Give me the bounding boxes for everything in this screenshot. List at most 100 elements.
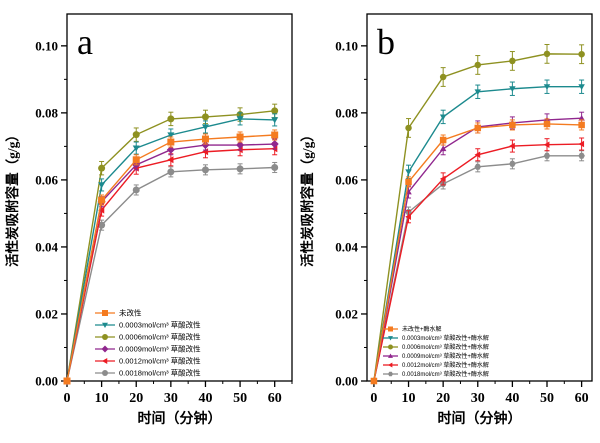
triangle-down-marker bbox=[543, 84, 551, 90]
x-tick-label: 0 bbox=[370, 391, 377, 406]
triangle-down-marker bbox=[201, 124, 209, 131]
y-tick-label: 0.00 bbox=[35, 374, 58, 389]
series-1 bbox=[63, 112, 279, 385]
square-marker bbox=[132, 156, 140, 164]
square-marker bbox=[236, 133, 244, 141]
square-marker bbox=[201, 135, 209, 143]
triangle-left-marker bbox=[167, 156, 174, 164]
triangle-left-marker bbox=[439, 175, 446, 183]
triangle-down-marker bbox=[578, 84, 585, 90]
diamond-marker bbox=[236, 141, 245, 150]
x-tick-label: 30 bbox=[164, 391, 178, 406]
y-tick-label: 0.02 bbox=[335, 306, 358, 321]
y-axis-label: 活性炭吸附容量（g/g） bbox=[300, 128, 315, 267]
triangle-down-marker bbox=[271, 117, 279, 124]
series-group bbox=[370, 43, 585, 385]
legend-label: 未改性 bbox=[119, 308, 142, 318]
triangle-down-marker bbox=[439, 114, 447, 121]
triangle-left-marker bbox=[578, 140, 585, 148]
x-tick-label: 10 bbox=[402, 391, 416, 406]
triangle-left-marker bbox=[405, 213, 411, 221]
triangle-down-marker bbox=[132, 145, 140, 152]
hexagon-marker bbox=[474, 163, 482, 170]
circle-marker bbox=[439, 73, 447, 81]
legend-label: 0.0006mol/cm³ 草酸改性+酶水解 bbox=[402, 343, 489, 351]
axis-frame bbox=[366, 13, 593, 382]
circle-marker bbox=[201, 113, 209, 121]
panel-letter: a bbox=[77, 22, 93, 62]
square-legend-marker bbox=[388, 326, 393, 332]
series-group bbox=[62, 103, 279, 386]
diamond-marker bbox=[201, 141, 210, 150]
circle-marker bbox=[509, 57, 516, 65]
circle-marker bbox=[578, 50, 585, 58]
legend-label: 0.0018mol/cm³ 草酸改性 bbox=[119, 368, 201, 378]
x-tick-label: 50 bbox=[540, 391, 554, 406]
circle-marker bbox=[132, 186, 140, 194]
legend-label: 0.0006mol/cm³ 草酸改性 bbox=[119, 332, 201, 342]
diamond-marker bbox=[270, 140, 279, 149]
square-marker bbox=[370, 377, 378, 385]
x-tick-label: 40 bbox=[505, 391, 519, 406]
legend-label: 0.0009mol/cm³ 草酸改性+酶水解 bbox=[402, 352, 489, 360]
square-marker bbox=[439, 136, 447, 144]
panel-a-chart: 0.00 0.02 0.04 0.06 0.08 0.10 0 10 20 30 40 50 60 时间（… bbox=[4, 13, 293, 427]
y-tick-label: 0.08 bbox=[335, 105, 358, 120]
x-axis-label: 时间（分钟） bbox=[138, 410, 222, 427]
circle-legend-marker bbox=[102, 370, 108, 376]
triangle-left-legend-marker bbox=[388, 362, 393, 368]
triangle-left-legend-marker bbox=[102, 358, 108, 364]
hexagon-marker bbox=[578, 152, 585, 159]
x-tick-label: 30 bbox=[471, 391, 485, 406]
triangle-up-marker bbox=[578, 114, 585, 121]
square-marker bbox=[167, 138, 175, 146]
series-4 bbox=[370, 137, 585, 385]
x-tick-label: 0 bbox=[64, 391, 71, 406]
circle-marker bbox=[271, 107, 279, 115]
y-tick-label: 0.02 bbox=[35, 306, 58, 321]
square-marker bbox=[578, 121, 585, 129]
circle-marker bbox=[167, 168, 175, 176]
x-tick-label: 50 bbox=[233, 391, 247, 406]
y-tick-label: 0.00 bbox=[335, 374, 358, 389]
x-tick-label: 10 bbox=[95, 391, 109, 406]
x-tick-label: 40 bbox=[198, 391, 212, 406]
triangle-down-marker bbox=[167, 132, 175, 139]
triangle-left-marker bbox=[98, 206, 105, 214]
triangle-down-legend-marker bbox=[102, 322, 108, 328]
hexagon-legend-marker bbox=[388, 371, 393, 377]
triangle-up-legend-marker bbox=[388, 353, 393, 358]
triangle-left-marker bbox=[543, 141, 550, 148]
circle-marker bbox=[98, 221, 106, 229]
y-tick-label: 0.04 bbox=[35, 239, 58, 254]
circle-marker bbox=[201, 166, 209, 174]
square-marker bbox=[405, 178, 412, 186]
x-tick-label: 60 bbox=[268, 391, 282, 406]
diamond-marker bbox=[166, 145, 175, 154]
panel-letter: b bbox=[377, 22, 395, 62]
triangle-down-marker bbox=[405, 169, 412, 176]
triangle-left-marker bbox=[509, 142, 515, 150]
x-tick-label: 60 bbox=[575, 391, 589, 406]
circle-marker bbox=[132, 131, 140, 139]
series-1 bbox=[370, 79, 585, 385]
y-tick-label: 0.10 bbox=[35, 38, 58, 53]
square-marker bbox=[543, 120, 551, 128]
series-0 bbox=[370, 118, 585, 385]
legend-label: 0.0003mol/cm³ 草酸改性 bbox=[119, 320, 201, 330]
legend-label: 0.0009mol/cm³ 草酸改性 bbox=[119, 344, 201, 354]
square-marker bbox=[271, 131, 279, 139]
hexagon-marker bbox=[509, 160, 516, 167]
circle-marker bbox=[271, 164, 279, 172]
x-tick-label: 20 bbox=[436, 391, 450, 406]
y-axis-label: 活性炭吸附容量（g/g） bbox=[4, 128, 20, 267]
axis-frame bbox=[66, 13, 293, 382]
x-tick-label: 20 bbox=[129, 391, 143, 406]
square-legend-marker bbox=[102, 310, 108, 316]
triangle-down-legend-marker bbox=[388, 336, 393, 341]
triangle-down-marker bbox=[236, 116, 244, 123]
y-tick-label: 0.06 bbox=[335, 172, 358, 187]
y-tick-label: 0.08 bbox=[35, 105, 58, 120]
